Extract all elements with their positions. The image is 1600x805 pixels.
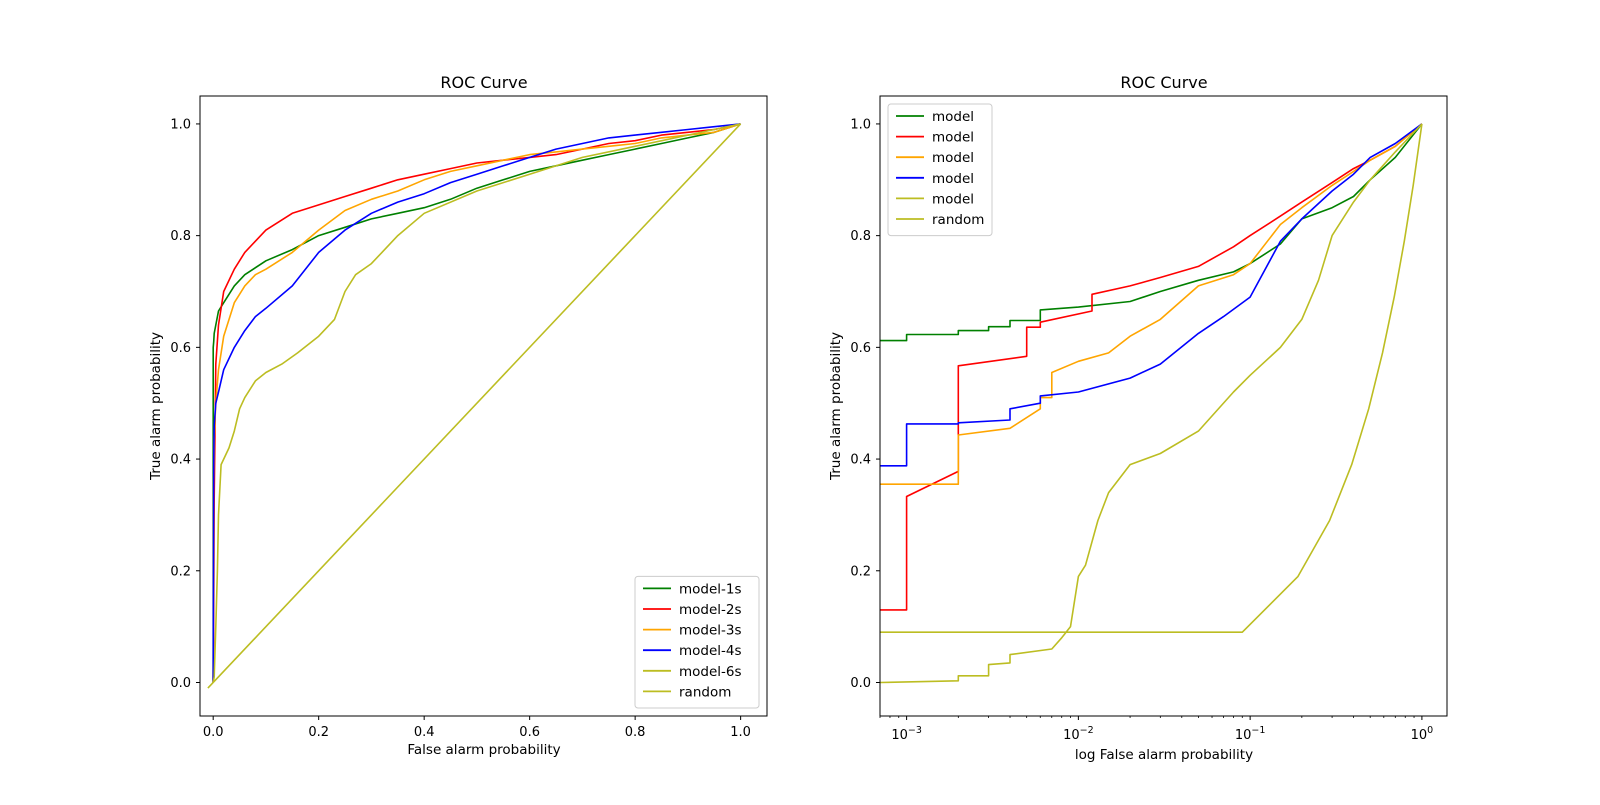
right-y-tick-label: 0.0 bbox=[850, 676, 871, 691]
left-roc-plot: ROC Curve False alarm probability True a… bbox=[148, 73, 768, 758]
right-legend-label: model bbox=[932, 150, 974, 166]
left-series-line-model-3s-2 bbox=[212, 123, 741, 683]
left-legend-label: model-6s bbox=[679, 664, 742, 680]
right-legend: model model model model model random bbox=[887, 103, 993, 237]
left-legend: model-1s model-2s model-3s model-4s model-6s… bbox=[634, 575, 760, 709]
left-series-group bbox=[207, 123, 742, 689]
right-legend-label: random bbox=[932, 212, 984, 228]
right-y-tick-label: 0.6 bbox=[850, 341, 871, 356]
left-legend-label: model-3s bbox=[679, 623, 742, 639]
left-x-tick-label: 0.0 bbox=[203, 725, 224, 740]
left-series-line-model-1s-0 bbox=[212, 123, 741, 683]
left-x-tick-label: 1.0 bbox=[730, 725, 751, 740]
right-x-tick-label: 100 bbox=[1411, 725, 1434, 743]
right-series-line-random-5 bbox=[880, 123, 1423, 634]
right-y-tick-label: 0.2 bbox=[850, 564, 871, 579]
right-series-line-model-3 bbox=[880, 123, 1423, 467]
left-series-line-random-5 bbox=[207, 123, 742, 689]
left-y-tick-label: 1.0 bbox=[170, 117, 191, 132]
right-x-tick-label: 10−2 bbox=[1063, 725, 1094, 743]
left-y-tick-label: 0.4 bbox=[170, 453, 191, 468]
right-legend-label: model bbox=[932, 109, 974, 125]
right-legend-label: model bbox=[932, 171, 974, 187]
right-axes-frame bbox=[879, 95, 1448, 717]
left-x-tick-label: 0.4 bbox=[414, 725, 435, 740]
left-legend-label: random bbox=[679, 684, 731, 700]
right-y-axis-label: True alarm probability bbox=[828, 332, 844, 481]
left-legend-label: model-4s bbox=[679, 643, 742, 659]
left-series-line-model-6s-4 bbox=[212, 123, 741, 683]
left-y-tick-label: 0.6 bbox=[170, 341, 191, 356]
left-legend-label: model-1s bbox=[679, 581, 742, 597]
right-series-line-model-0 bbox=[880, 123, 1423, 342]
right-legend-label: model bbox=[932, 191, 974, 207]
right-series-line-model-4 bbox=[880, 123, 1423, 684]
left-y-tick-label: 0.2 bbox=[170, 564, 191, 579]
right-series-group bbox=[880, 123, 1423, 684]
right-plot-title: ROC Curve bbox=[1120, 73, 1207, 92]
right-x-axis-label: log False alarm probability bbox=[1075, 747, 1253, 763]
right-legend-label: model bbox=[932, 130, 974, 146]
left-legend-label: model-2s bbox=[679, 602, 742, 618]
left-y-tick-label: 0.0 bbox=[170, 676, 191, 691]
right-y-tick-label: 0.4 bbox=[850, 453, 871, 468]
left-x-tick-label: 0.8 bbox=[625, 725, 646, 740]
right-x-tick-label: 10−1 bbox=[1235, 725, 1266, 743]
left-x-axis-label: False alarm probability bbox=[407, 742, 560, 758]
right-y-tick-label: 0.8 bbox=[850, 229, 871, 244]
left-y-axis-label: True alarm probability bbox=[148, 332, 164, 481]
left-plot-title: ROC Curve bbox=[440, 73, 527, 92]
right-x-tick-label: 10−3 bbox=[891, 725, 922, 743]
right-series-line-model-1 bbox=[880, 123, 1423, 611]
left-axes-frame bbox=[199, 95, 768, 717]
left-series-line-model-2s-1 bbox=[212, 123, 741, 683]
right-y-tick-label: 1.0 bbox=[850, 117, 871, 132]
left-x-tick-label: 0.2 bbox=[308, 725, 329, 740]
left-x-tick-label: 0.6 bbox=[519, 725, 540, 740]
left-y-tick-label: 0.8 bbox=[170, 229, 191, 244]
right-roc-plot: ROC Curve log False alarm probability Tr… bbox=[828, 73, 1448, 763]
left-series-line-model-4s-3 bbox=[212, 123, 741, 683]
right-series-line-model-2 bbox=[880, 123, 1423, 486]
